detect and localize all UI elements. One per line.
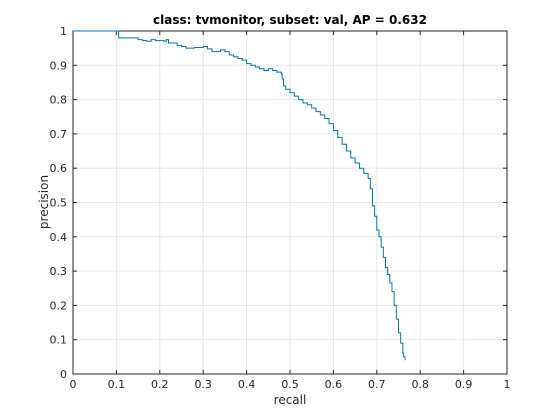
y-tick-label: 0.5 bbox=[50, 197, 68, 210]
x-tick-label: 0.9 bbox=[455, 378, 473, 391]
y-tick-label: 0.6 bbox=[50, 162, 68, 175]
x-tick-label: 0 bbox=[70, 378, 77, 391]
y-tick-label: 0.1 bbox=[50, 334, 68, 347]
x-tick-label: 0.7 bbox=[368, 378, 386, 391]
y-axis-label: precision bbox=[37, 175, 51, 229]
y-tick-label: 0 bbox=[60, 368, 67, 381]
y-tick-label: 0.8 bbox=[50, 94, 68, 107]
pr-curve-line bbox=[73, 30, 406, 361]
x-tick-label: 0.2 bbox=[151, 378, 169, 391]
y-tick-label: 0.4 bbox=[50, 231, 68, 244]
x-tick-label: 0.4 bbox=[238, 378, 256, 391]
x-tick-label: 0.3 bbox=[194, 378, 212, 391]
x-tick-label: 0.8 bbox=[411, 378, 429, 391]
axes bbox=[72, 30, 508, 375]
y-tick-label: 0.7 bbox=[50, 128, 68, 141]
y-tick-label: 1 bbox=[60, 25, 67, 38]
series-layer bbox=[73, 30, 406, 361]
x-axis-label: recall bbox=[274, 393, 307, 407]
y-tick-label: 0.3 bbox=[50, 265, 68, 278]
y-tick-label: 0.9 bbox=[50, 59, 68, 72]
chart-title: class: tvmonitor, subset: val, AP = 0.63… bbox=[153, 13, 427, 27]
x-tick-label: 1 bbox=[504, 378, 511, 391]
y-tick-label: 0.2 bbox=[50, 299, 68, 312]
grid bbox=[72, 30, 508, 375]
x-tick-labels: 0 0.1 0.2 0.3 0.4 0.5 0.6 0.7 0.8 0.9 1 bbox=[70, 378, 511, 391]
x-tick-label: 0.6 bbox=[325, 378, 343, 391]
y-tick-labels: 0 0.1 0.2 0.3 0.4 0.5 0.6 0.7 0.8 0.9 1 bbox=[50, 25, 68, 381]
x-tick-label: 0.1 bbox=[108, 378, 126, 391]
x-tick-label: 0.5 bbox=[281, 378, 299, 391]
